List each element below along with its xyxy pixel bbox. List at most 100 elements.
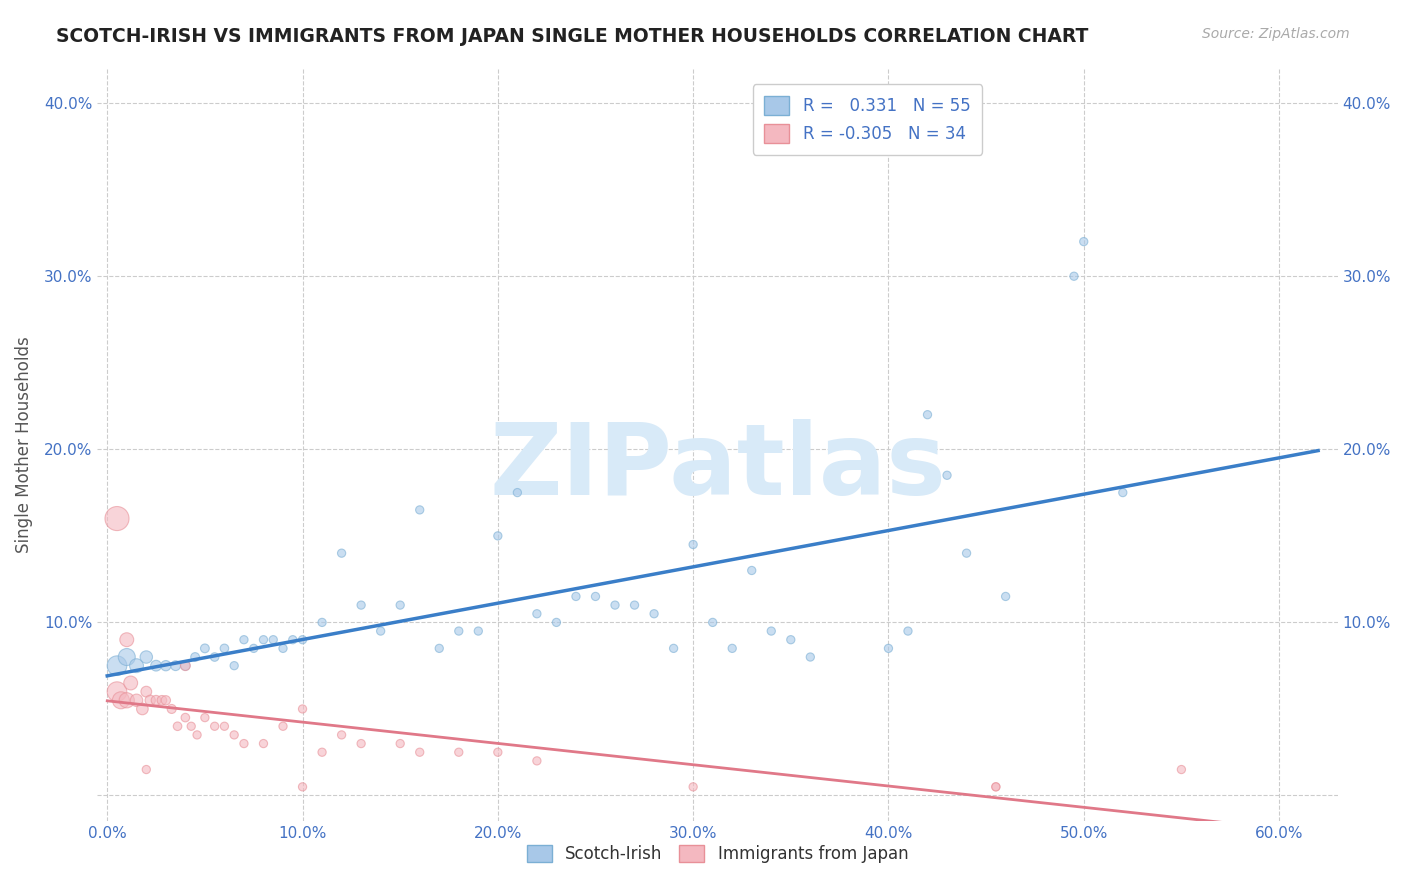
Point: [281, 632, 304, 647]
Point: [370, 624, 392, 638]
Point: [252, 632, 274, 647]
Point: [389, 737, 412, 751]
Point: [139, 693, 162, 707]
Point: [115, 693, 138, 707]
Point: [623, 598, 645, 612]
Point: [194, 641, 217, 656]
Point: [165, 658, 187, 673]
Point: [180, 719, 202, 733]
Point: [506, 485, 529, 500]
Point: [662, 641, 685, 656]
Point: [271, 641, 294, 656]
Point: [994, 590, 1017, 604]
Point: [1073, 235, 1095, 249]
Point: [427, 641, 450, 656]
Point: [135, 650, 157, 665]
Point: [252, 737, 274, 751]
Point: [184, 650, 207, 665]
Point: [984, 780, 1007, 794]
Y-axis label: Single Mother Households: Single Mother Households: [15, 336, 32, 553]
Point: [291, 780, 314, 794]
Point: [166, 719, 188, 733]
Point: [350, 737, 373, 751]
Point: [160, 702, 183, 716]
Point: [526, 607, 548, 621]
Point: [135, 763, 157, 777]
Point: [204, 650, 226, 665]
Point: [105, 511, 128, 525]
Point: [291, 702, 314, 716]
Point: [897, 624, 920, 638]
Point: [447, 624, 470, 638]
Point: [350, 598, 373, 612]
Point: [526, 754, 548, 768]
Point: [311, 745, 333, 759]
Point: [917, 408, 939, 422]
Point: [565, 590, 588, 604]
Text: SCOTCH-IRISH VS IMMIGRANTS FROM JAPAN SINGLE MOTHER HOUSEHOLDS CORRELATION CHART: SCOTCH-IRISH VS IMMIGRANTS FROM JAPAN SI…: [56, 27, 1088, 45]
Point: [242, 641, 264, 656]
Point: [214, 641, 236, 656]
Point: [194, 710, 217, 724]
Point: [721, 641, 744, 656]
Point: [409, 745, 432, 759]
Point: [330, 546, 353, 560]
Point: [936, 468, 959, 483]
Text: Source: ZipAtlas.com: Source: ZipAtlas.com: [1202, 27, 1350, 41]
Point: [741, 564, 763, 578]
Point: [779, 632, 801, 647]
Text: ZIPatlas: ZIPatlas: [489, 419, 946, 516]
Point: [311, 615, 333, 630]
Point: [486, 529, 509, 543]
Point: [155, 693, 177, 707]
Point: [204, 719, 226, 733]
Point: [105, 658, 128, 673]
Point: [1112, 485, 1135, 500]
Point: [761, 624, 783, 638]
Point: [447, 745, 470, 759]
Point: [877, 641, 900, 656]
Point: [214, 719, 236, 733]
Point: [643, 607, 665, 621]
Point: [271, 719, 294, 733]
Point: [984, 780, 1007, 794]
Point: [233, 737, 256, 751]
Point: [115, 632, 138, 647]
Point: [155, 658, 177, 673]
Point: [120, 676, 142, 690]
Point: [291, 632, 314, 647]
Point: [115, 650, 138, 665]
Point: [799, 650, 821, 665]
Point: [682, 780, 704, 794]
Point: [174, 658, 197, 673]
Point: [955, 546, 977, 560]
Point: [389, 598, 412, 612]
Point: [186, 728, 208, 742]
Point: [150, 693, 173, 707]
Point: [110, 693, 132, 707]
Point: [125, 658, 148, 673]
Point: [233, 632, 256, 647]
Point: [486, 745, 509, 759]
Legend: R =   0.331   N = 55, R = -0.305   N = 34: R = 0.331 N = 55, R = -0.305 N = 34: [752, 85, 981, 154]
Point: [174, 658, 197, 673]
Point: [145, 693, 167, 707]
Point: [125, 693, 148, 707]
Point: [603, 598, 626, 612]
Point: [224, 728, 246, 742]
Point: [409, 503, 432, 517]
Point: [546, 615, 568, 630]
Point: [682, 537, 704, 551]
Point: [585, 590, 607, 604]
Point: [135, 684, 157, 698]
Point: [131, 702, 153, 716]
Point: [1170, 763, 1192, 777]
Point: [467, 624, 489, 638]
Point: [1063, 269, 1085, 284]
Point: [330, 728, 353, 742]
Point: [262, 632, 284, 647]
Point: [145, 658, 167, 673]
Point: [105, 684, 128, 698]
Point: [224, 658, 246, 673]
Point: [702, 615, 724, 630]
